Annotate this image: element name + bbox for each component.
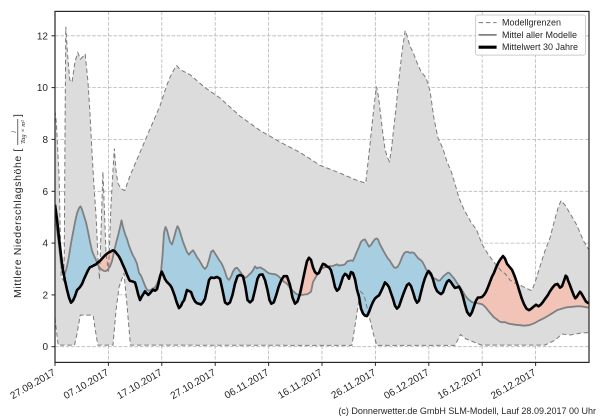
svg-text:10: 10 <box>37 83 49 94</box>
svg-text:Mittelwert 30 Jahre: Mittelwert 30 Jahre <box>502 42 578 52</box>
svg-text:2: 2 <box>42 290 48 301</box>
svg-text:Mittlere Niederschlagshöhe [: Mittlere Niederschlagshöhe [ <box>12 148 24 298</box>
svg-text:12: 12 <box>37 31 49 42</box>
svg-text:Tag × m²: Tag × m² <box>20 119 27 144</box>
svg-text:Mittel aller Modelle: Mittel aller Modelle <box>502 30 577 40</box>
svg-text:l: l <box>11 131 18 133</box>
svg-text:0: 0 <box>42 342 48 353</box>
svg-text:6: 6 <box>42 187 48 198</box>
svg-text:]: ] <box>12 114 24 117</box>
svg-text:Modellgrenzen: Modellgrenzen <box>502 18 561 28</box>
svg-text:(c) Donnerwetter.de GmbH SLM-M: (c) Donnerwetter.de GmbH SLM-Modell, Lau… <box>338 406 596 416</box>
svg-text:8: 8 <box>42 135 48 146</box>
svg-text:4: 4 <box>42 239 48 250</box>
